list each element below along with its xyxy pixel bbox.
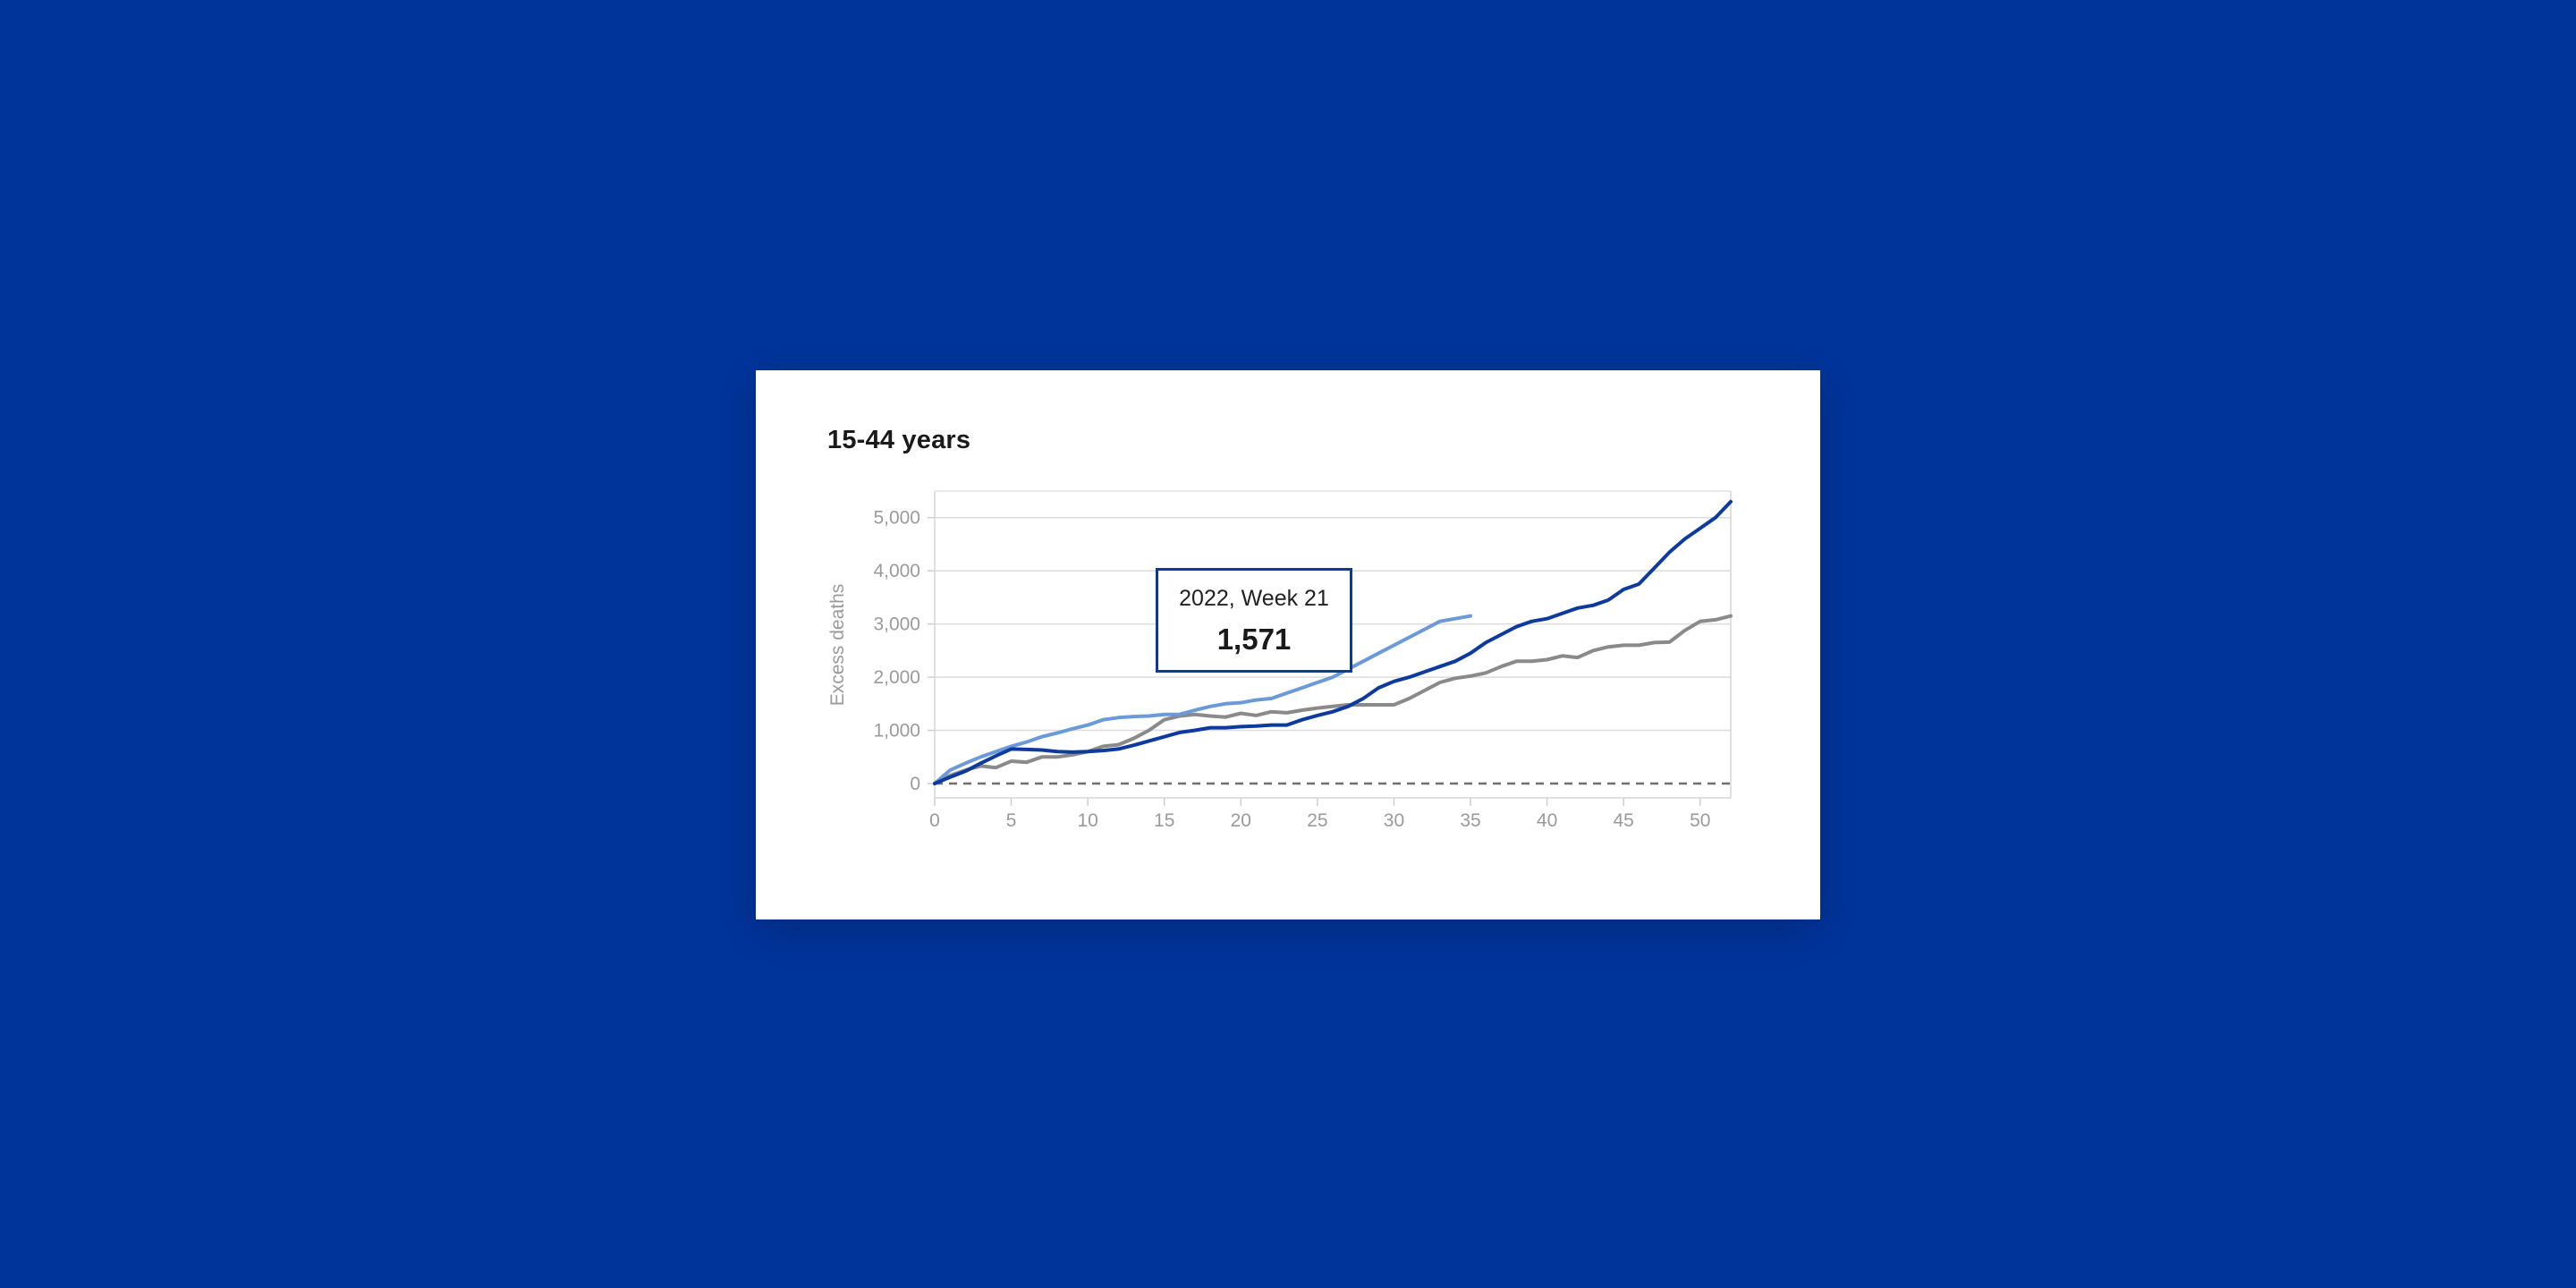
x-tick-label: 5 [1006, 810, 1017, 831]
x-tick-label: 0 [929, 810, 940, 831]
x-tick-label: 20 [1231, 810, 1251, 831]
tooltip-label: 2022, Week 21 [1179, 586, 1329, 611]
x-tick-label: 35 [1460, 810, 1480, 831]
axes: 0 1,000 2,000 3,000 4,000 5,000 0 5 10 15 20 25 30 35… [873, 490, 1732, 831]
y-tick-label: 1,000 [873, 721, 920, 741]
chart-title: 15-44 years [827, 426, 971, 454]
x-tick-label: 30 [1384, 810, 1404, 831]
x-tick-label: 10 [1077, 810, 1097, 831]
y-tick-label: 2,000 [873, 667, 920, 688]
series-line-2 [933, 614, 1472, 785]
x-tick-label: 50 [1690, 810, 1710, 831]
tooltip-value: 1,571 [1216, 623, 1292, 656]
series-line-3 [933, 499, 1733, 785]
y-tick-label: 0 [910, 774, 920, 794]
y-tick-label: 4,000 [873, 561, 920, 581]
line-chart: 0 1,000 2,000 3,000 4,000 5,000 0 5 10 15 20 25 30 35… [827, 490, 1733, 831]
x-tick-label: 40 [1537, 810, 1557, 831]
x-tick-label: 15 [1154, 810, 1174, 831]
chart-card: 15-44 years 0 1,000 2,000 3,000 4,000 5,000 0 5… [756, 370, 1820, 919]
series-line-1 [933, 614, 1733, 785]
y-tick-label: 5,000 [873, 508, 920, 529]
y-axis-label: Excess deaths [827, 584, 848, 707]
y-tick-label: 3,000 [873, 614, 920, 635]
x-tick-label: 45 [1614, 810, 1634, 831]
x-tick-label: 25 [1307, 810, 1327, 831]
hover-tooltip: 2022, Week 21 1,571 [1156, 568, 1352, 673]
series-lines [933, 499, 1733, 785]
